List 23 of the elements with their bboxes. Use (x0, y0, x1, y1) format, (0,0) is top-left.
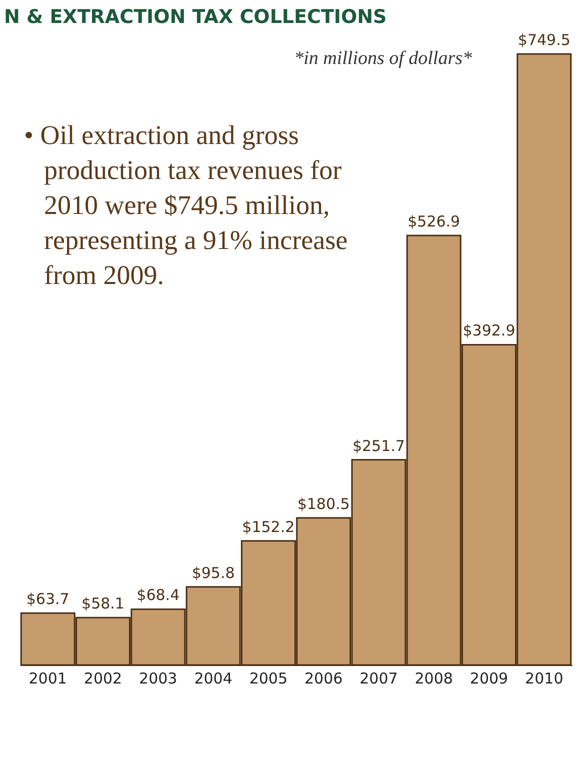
x-tick-label: 2002 (84, 670, 122, 688)
x-tick-label: 2006 (304, 670, 343, 688)
data-label: $749.5 (518, 31, 570, 49)
annotation: • Oil extraction and gross production tax revenues for 2010 were $749.5 million, representing a 91% increase from 2009. (24, 119, 349, 292)
data-label: $152.2 (242, 518, 295, 536)
data-label: $180.5 (297, 494, 350, 513)
x-tick-label: 2009 (470, 670, 508, 688)
data-label: $63.7 (26, 590, 70, 608)
x-tick-label: 2008 (414, 670, 453, 688)
data-label: $58.1 (82, 594, 124, 613)
data-label: $392.9 (462, 322, 516, 340)
chart-subtitle: *in millions of dollars* (294, 48, 472, 70)
data-label: $526.9 (408, 212, 460, 230)
x-tick-label: 2003 (139, 670, 178, 688)
x-tick-label: 2001 (28, 670, 67, 688)
x-tick-label: 2007 (360, 670, 398, 688)
data-label: $95.8 (192, 564, 235, 582)
data-label: $68.4 (136, 586, 180, 604)
data-label: $251.7 (352, 436, 405, 455)
x-tick-label: 2004 (194, 670, 232, 688)
chart-title: N & EXTRACTION TAX COLLECTIONS (4, 6, 387, 28)
x-tick-label: 2005 (249, 670, 288, 688)
x-tick-label: 2010 (525, 670, 564, 688)
